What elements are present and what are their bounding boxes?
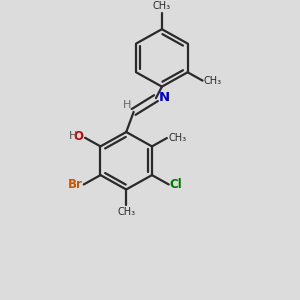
Text: O: O (74, 130, 84, 143)
Text: N: N (159, 91, 170, 104)
Text: CH₃: CH₃ (117, 207, 135, 217)
Text: Cl: Cl (169, 178, 182, 191)
Text: CH₃: CH₃ (153, 2, 171, 11)
Text: CH₃: CH₃ (204, 76, 222, 85)
Text: H: H (69, 131, 78, 141)
Text: Br: Br (68, 178, 83, 191)
Text: H: H (123, 100, 131, 110)
Text: CH₃: CH₃ (168, 133, 186, 143)
